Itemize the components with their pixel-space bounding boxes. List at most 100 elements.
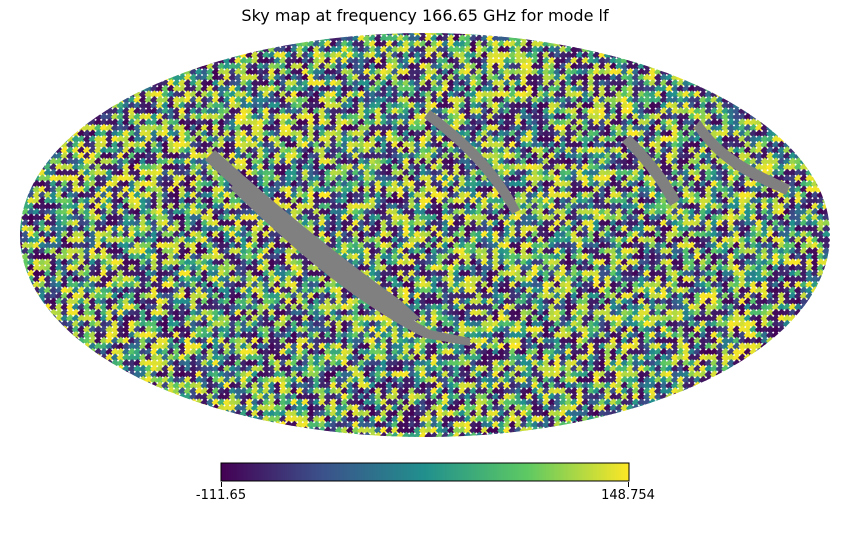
sky-pixel: [144, 84, 154, 94]
sky-pixel: [54, 140, 64, 150]
sky-pixel: [346, 118, 355, 127]
sky-pixel: [726, 140, 736, 150]
sky-pixel: [110, 135, 120, 144]
sky-pixel: [721, 90, 730, 99]
sky-pixel: [486, 79, 495, 88]
sky-pixel: [351, 140, 361, 150]
sky-pixel: [351, 79, 361, 88]
sky-pixel: [267, 95, 277, 105]
sky-pixel: [682, 157, 691, 167]
sky-pixel: [441, 51, 450, 60]
sky-pixel: [334, 79, 344, 88]
sky-pixel: [558, 157, 568, 167]
sky-pixel: [407, 146, 417, 155]
sky-pixel: [150, 146, 159, 155]
sky-pixel: [418, 118, 428, 127]
sky-pixel: [290, 107, 299, 116]
sky-pixel: [273, 73, 282, 83]
sky-pixel: [150, 157, 159, 167]
sky-pixel: [497, 62, 506, 71]
sky-pixel: [670, 118, 680, 127]
sky-pixel: [732, 118, 742, 127]
sky-pixel: [676, 112, 686, 122]
sky-pixel: [362, 135, 372, 144]
sky-pixel: [502, 112, 512, 122]
sky-pixel: [340, 73, 350, 83]
sky-pixel: [637, 107, 646, 116]
sky-pixel: [564, 51, 574, 60]
sky-pixel: [502, 157, 512, 167]
sky-pixel: [603, 84, 613, 94]
sky-pixel: [575, 157, 585, 167]
sky-pixel: [609, 129, 618, 139]
sky-pixel: [368, 123, 378, 133]
sky-pixel: [234, 101, 243, 111]
sky-pixel: [536, 84, 546, 94]
sky-pixel: [620, 118, 630, 127]
sky-pixel: [614, 123, 624, 133]
sky-pixel: [239, 107, 249, 116]
sky-pixel: [250, 56, 260, 66]
sky-pixel: [122, 168, 131, 178]
sky-pixel: [284, 79, 294, 88]
sky-pixel: [273, 135, 282, 144]
sky-pixel: [575, 84, 585, 94]
sky-pixel: [301, 79, 310, 88]
sky-pixel: [474, 34, 484, 43]
sky-pixel: [542, 45, 551, 55]
sky-pixel: [441, 79, 450, 88]
sky-pixel: [659, 73, 669, 83]
sky-pixel: [234, 151, 243, 161]
sky-pixel: [486, 62, 495, 71]
sky-pixel: [155, 107, 165, 116]
sky-pixel: [357, 101, 366, 111]
sky-pixel: [206, 95, 215, 105]
sky-pixel: [116, 135, 126, 144]
sky-pixel: [178, 157, 187, 167]
sky-pixel: [682, 163, 691, 172]
sky-pixel: [155, 168, 165, 178]
sky-pixel: [446, 51, 456, 60]
sky-pixel: [368, 168, 378, 178]
sky-pixel: [228, 95, 238, 105]
sky-pixel: [570, 84, 579, 94]
sky-pixel: [407, 84, 417, 94]
sky-pixel: [189, 95, 198, 105]
sky-pixel: [519, 168, 529, 178]
sky-pixel: [413, 95, 422, 105]
sky-pixel: [469, 168, 478, 178]
sky-pixel: [726, 123, 736, 133]
sky-pixel: [710, 118, 719, 127]
sky-pixel: [144, 112, 154, 122]
sky-pixel: [284, 90, 294, 99]
sky-pixel: [575, 90, 585, 99]
sky-pixel: [312, 51, 322, 60]
sky-pixel: [385, 101, 394, 111]
sky-pixel: [262, 112, 271, 122]
sky-pixel: [334, 107, 344, 116]
sky-pixel: [239, 151, 249, 161]
sky-pixel: [351, 90, 361, 99]
sky-pixel: [329, 79, 338, 88]
sky-pixel: [732, 140, 742, 150]
sky-pixel: [592, 101, 602, 111]
sky-pixel: [178, 107, 187, 116]
sky-pixel: [598, 129, 607, 139]
sky-pixel: [665, 146, 674, 155]
sky-pixel: [329, 168, 338, 178]
sky-pixel: [166, 101, 176, 111]
sky-pixel: [682, 95, 691, 105]
sky-pixel: [262, 62, 271, 71]
sky-pixel: [586, 135, 596, 144]
sky-pixel: [586, 157, 596, 167]
sky-pixel: [452, 95, 462, 105]
sky-pixel: [396, 101, 406, 111]
sky-pixel: [385, 79, 394, 88]
sky-pixel: [407, 45, 417, 55]
sky-pixel: [665, 107, 674, 116]
sky-pixel: [155, 79, 165, 88]
sky-pixel: [267, 107, 277, 116]
sky-pixel: [211, 95, 221, 105]
sky-pixel: [318, 135, 327, 144]
sky-pixel: [99, 101, 109, 111]
